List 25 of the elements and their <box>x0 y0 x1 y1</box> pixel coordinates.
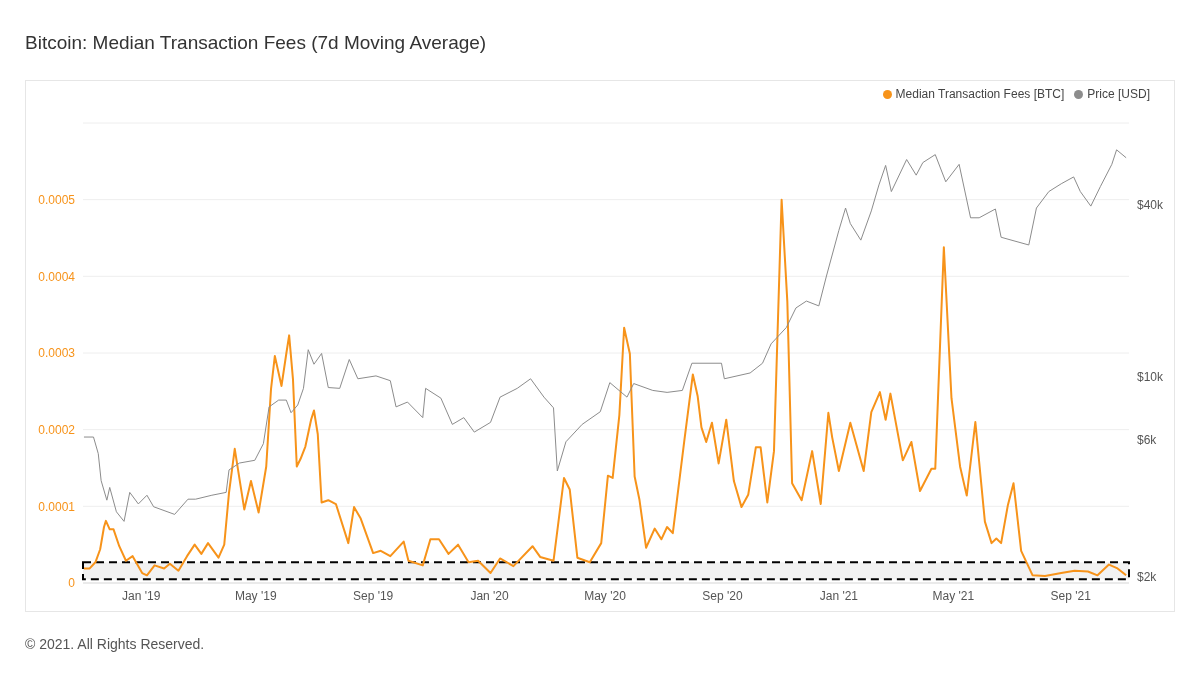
x-tick-label: May '19 <box>234 588 277 603</box>
y2-tick-label: $40k <box>1137 197 1165 212</box>
y-tick-label: 0.0004 <box>38 269 76 284</box>
chart-title: Bitcoin: Median Transaction Fees (7d Moving Average) <box>25 32 487 54</box>
x-tick-label: May '21 <box>932 588 975 603</box>
x-tick-label: Jan '20 <box>470 588 510 603</box>
line-series <box>83 149 1127 522</box>
x-tick-label: May '20 <box>584 588 627 603</box>
y-tick-label: 0.0003 <box>38 346 76 361</box>
y2-tick-label: $10k <box>1137 369 1165 384</box>
x-tick-label: Jan '21 <box>819 588 859 603</box>
x-tick-label: Jan '19 <box>122 588 161 603</box>
line-series <box>83 198 1128 578</box>
y-tick-label: 0 <box>68 576 76 591</box>
text: © 2021. All Rights Reserved. <box>25 636 205 652</box>
x-tick-label: Sep '21 <box>1050 588 1092 603</box>
y-tick-label: 0.0005 <box>38 192 76 207</box>
x-tick-label: Sep '19 <box>352 588 394 603</box>
y-tick-label: 0.0001 <box>38 499 76 514</box>
y2-tick-label: $2k <box>1137 569 1158 584</box>
legend-label: Price [USD] <box>1087 87 1150 101</box>
y2-tick-label: $6k <box>1137 433 1158 448</box>
legend-label: Median Transaction Fees [BTC] <box>895 87 1065 101</box>
y-tick-label: 0.0002 <box>38 422 76 437</box>
x-tick-label: Sep '20 <box>702 588 743 603</box>
